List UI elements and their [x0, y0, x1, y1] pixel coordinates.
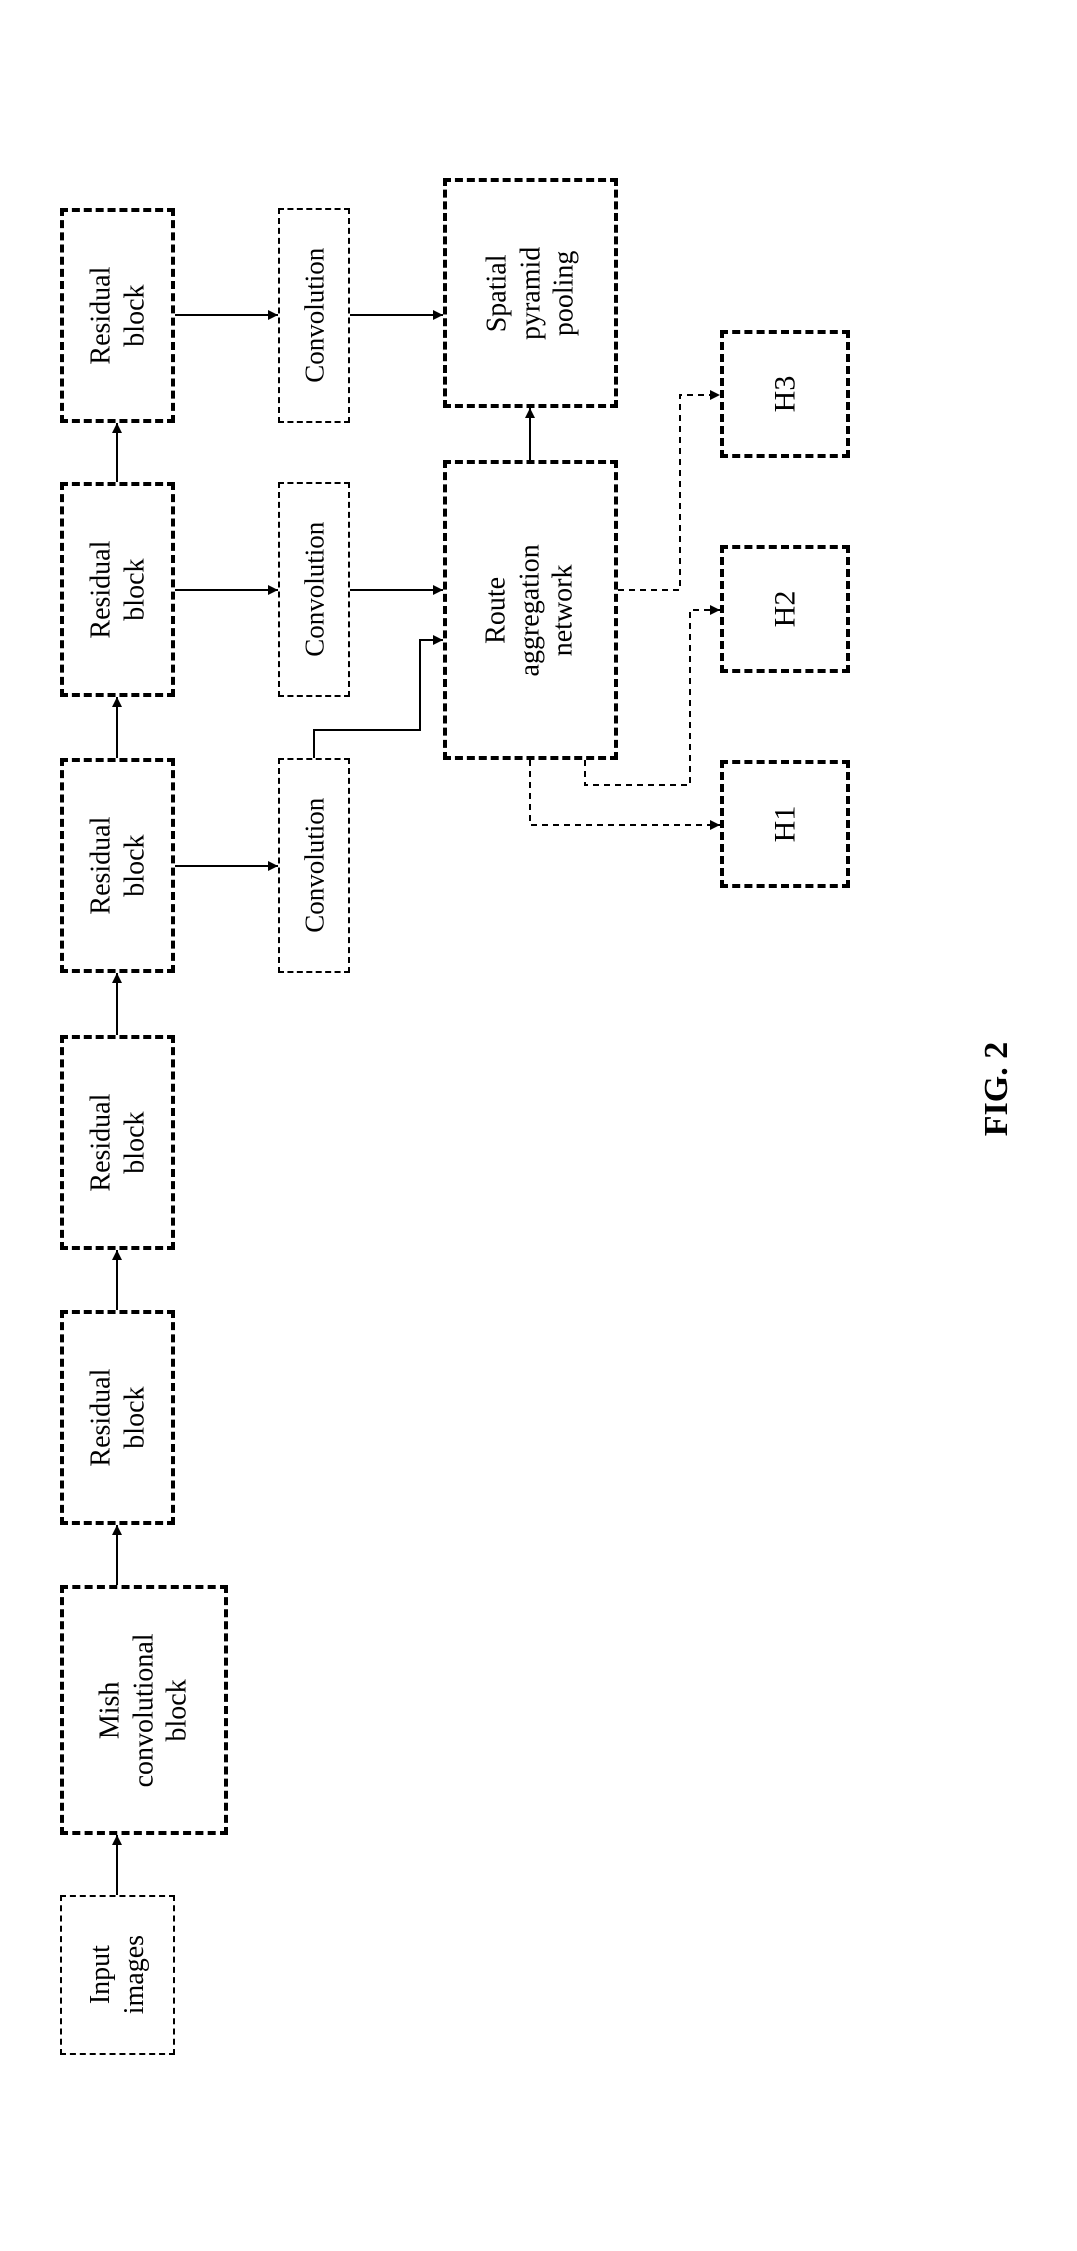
- mish-conv-block-box: Mish convolutional block: [60, 1585, 228, 1835]
- output-h2-box: H2: [720, 545, 850, 673]
- residual-block-2-box: Residual block: [60, 1035, 175, 1250]
- residual-block-1-box: Residual block: [60, 1310, 175, 1525]
- residual-block-3-box: Residual block: [60, 758, 175, 973]
- route-aggregation-network-box: Route aggregation network: [443, 460, 618, 760]
- neural-network-diagram: Input images Mish convolutional block Re…: [30, 30, 1047, 2130]
- convolution-3-box: Convolution: [278, 208, 350, 423]
- output-h3-box: H3: [720, 330, 850, 458]
- figure-caption: FIG. 2: [978, 1042, 1016, 1136]
- spatial-pyramid-pooling-box: Spatial pyramid pooling: [443, 178, 618, 408]
- residual-block-4-box: Residual block: [60, 482, 175, 697]
- input-images-box: Input images: [60, 1895, 175, 2055]
- residual-block-5-box: Residual block: [60, 208, 175, 423]
- convolution-2-box: Convolution: [278, 482, 350, 697]
- output-h1-box: H1: [720, 760, 850, 888]
- convolution-1-box: Convolution: [278, 758, 350, 973]
